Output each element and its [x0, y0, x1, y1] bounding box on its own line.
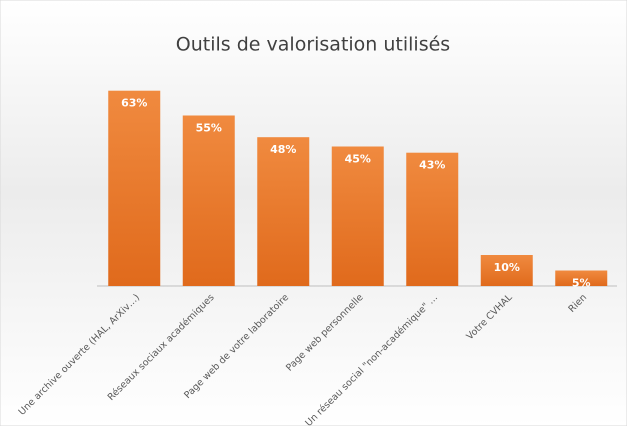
bar — [555, 270, 608, 286]
bar — [480, 255, 533, 286]
value-label: 45% — [345, 153, 371, 166]
value-label: 10% — [494, 261, 520, 274]
chart-title: Outils de valorisation utilisés — [176, 34, 450, 56]
bar — [257, 137, 310, 286]
value-label: 48% — [270, 143, 296, 156]
bar — [331, 146, 384, 286]
value-label: 5% — [572, 277, 591, 290]
bar — [182, 115, 235, 286]
value-label: 55% — [196, 122, 222, 135]
bar — [406, 152, 459, 286]
value-label: 43% — [419, 159, 445, 172]
value-label: 63% — [121, 97, 147, 110]
bar — [108, 90, 161, 286]
